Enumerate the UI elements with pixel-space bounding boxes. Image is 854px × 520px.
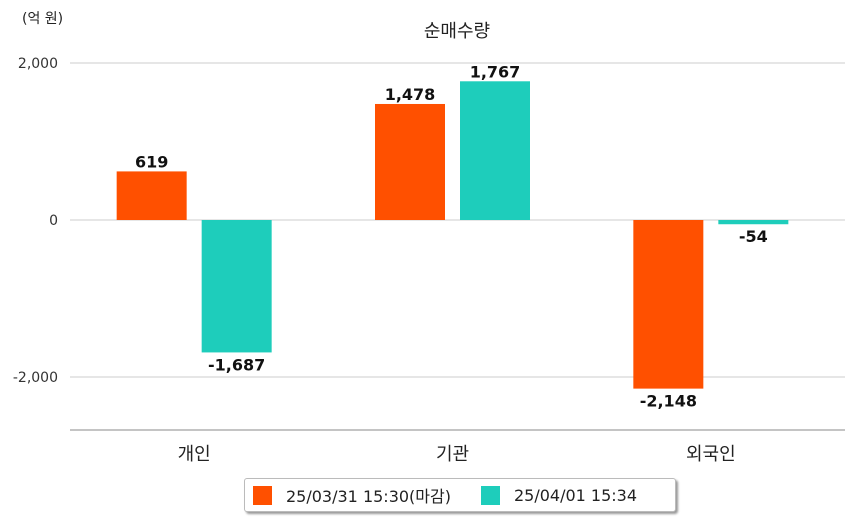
x-tick-label: 기관 bbox=[436, 444, 469, 465]
x-tick-label: 개인 bbox=[178, 444, 211, 465]
chart-title: 순매수량 bbox=[424, 21, 490, 42]
bar[interactable] bbox=[460, 81, 530, 220]
legend-item-series-2[interactable]: 25/04/01 15:34 bbox=[480, 485, 638, 505]
y-tick-label: -2,000 bbox=[13, 370, 58, 386]
y-tick-label: 0 bbox=[49, 213, 58, 229]
legend-swatch-orange bbox=[253, 485, 272, 505]
data-label: -1,687 bbox=[208, 355, 265, 374]
data-label: -2,148 bbox=[640, 392, 697, 411]
bar[interactable] bbox=[375, 103, 445, 220]
bar[interactable] bbox=[718, 220, 789, 225]
bar[interactable] bbox=[116, 171, 187, 220]
data-label: 1,767 bbox=[470, 62, 521, 81]
data-label: 1,478 bbox=[385, 85, 436, 104]
bar[interactable] bbox=[201, 220, 272, 353]
x-tick-label: 외국인 bbox=[686, 444, 736, 465]
legend-swatch-teal bbox=[480, 485, 500, 505]
bar[interactable] bbox=[633, 220, 704, 389]
y-axis-unit-label: (억 원) bbox=[22, 11, 63, 27]
data-label: -54 bbox=[739, 227, 768, 246]
legend: 25/03/31 15:30(마감) 25/04/01 15:34 bbox=[244, 478, 676, 512]
legend-item-series-1[interactable]: 25/03/31 15:30(마감) bbox=[253, 483, 451, 507]
legend-label: 25/03/31 15:30(마감) bbox=[286, 487, 451, 506]
y-tick-label: 2,000 bbox=[18, 56, 58, 72]
legend-label: 25/04/01 15:34 bbox=[513, 485, 638, 505]
data-label: 619 bbox=[135, 152, 168, 171]
